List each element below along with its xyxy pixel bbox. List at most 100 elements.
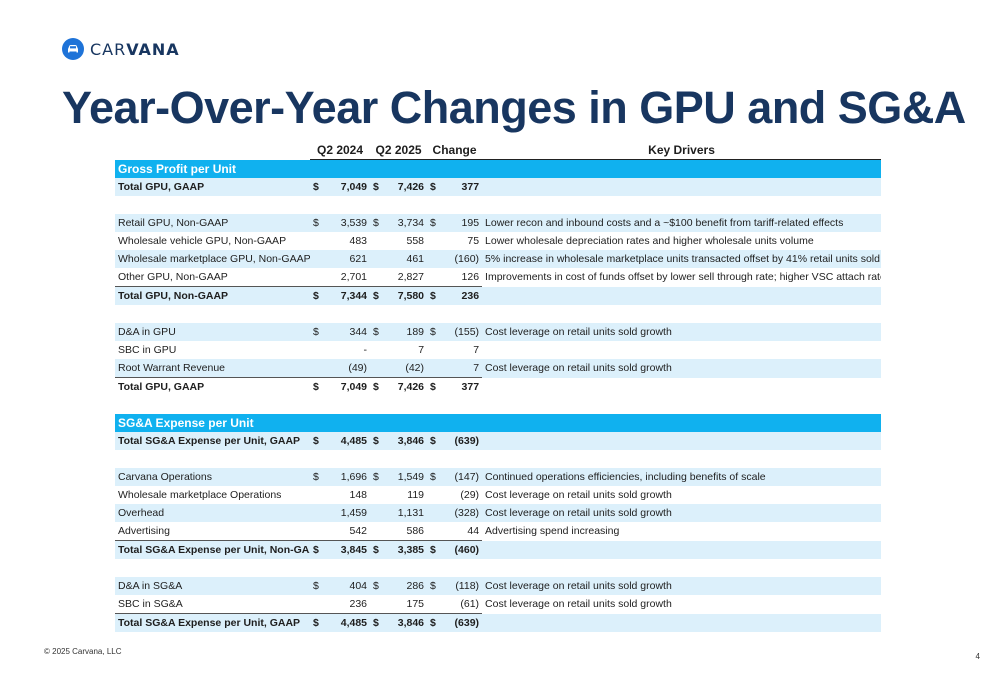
spacer-row	[115, 450, 881, 468]
car-icon	[62, 38, 84, 60]
q2-2024-currency: $	[310, 540, 325, 559]
row-label: Total SG&A Expense per Unit, GAAP	[115, 432, 310, 450]
table-row: Overhead 1,459 1,131 (328) Cost leverage on …	[115, 504, 881, 522]
q2-2024-currency	[310, 359, 325, 378]
q2-2025-value: 586	[406, 525, 425, 537]
key-driver: Cost leverage on retail units sold growt…	[485, 598, 672, 611]
q2-2024-value: 3,539	[325, 214, 371, 232]
q2-2025-value: 7,580	[385, 286, 428, 305]
q2-2025-value: 119	[407, 489, 425, 501]
change-currency	[427, 250, 443, 268]
row-label: Wholesale vehicle GPU, Non-GAAP	[118, 235, 287, 247]
q2-2025-value: 558	[406, 235, 425, 247]
key-driver: Cost leverage on retail units sold growt…	[482, 577, 881, 595]
q2-2024-value: 4,485	[325, 432, 371, 450]
key-driver: Cost leverage on retail units sold growt…	[485, 489, 672, 501]
table-row: Retail GPU, Non-GAAP $3,539 $3,734 $195 Lowe…	[115, 214, 881, 232]
q2-2024-currency	[310, 522, 325, 541]
q2-2025-currency	[370, 504, 386, 522]
row-label: SBC in GPU	[118, 344, 177, 356]
change-value: 377	[442, 178, 483, 196]
q2-2025-currency	[370, 250, 386, 268]
row-label: Overhead	[115, 504, 310, 522]
spacer-row	[115, 559, 881, 577]
change-currency: $	[427, 540, 443, 559]
q2-2025-value: 1,549	[385, 468, 428, 486]
gpu-sga-table: Q2 2024 Q2 2025 Change Key Drivers Gross…	[115, 141, 881, 632]
change-value: (639)	[442, 613, 483, 632]
q2-2025-currency: $	[370, 613, 386, 632]
q2-2024-value: 1,696	[325, 468, 371, 486]
q2-2024-value: 7,049	[325, 178, 371, 196]
q2-2025-value: 7,426	[385, 377, 428, 396]
table-row: D&A in SG&A $404 $286 $ (118) Cost leverage o…	[115, 577, 881, 595]
key-driver	[482, 341, 881, 359]
q2-2024-currency	[310, 504, 325, 522]
spacer-cell	[115, 559, 881, 577]
q2-2025-value: 189	[385, 323, 428, 341]
q2-2024-currency	[310, 250, 325, 268]
table-row: Carvana Operations $1,696 $1,549 $ (147) Cont…	[115, 468, 881, 486]
key-driver: 5% increase in wholesale marketplace uni…	[482, 250, 881, 268]
change-value: (160)	[442, 250, 483, 268]
q2-2025-currency	[370, 486, 385, 504]
section-header-row: Gross Profit per Unit	[115, 159, 881, 178]
q2-2025-currency: $	[370, 432, 386, 450]
q2-2025-currency: $	[370, 468, 386, 486]
q2-2024-currency	[310, 341, 325, 359]
q2-2025-value: 3,385	[385, 540, 428, 559]
q2-2024-value: (49)	[325, 359, 371, 378]
q2-2024-currency: $	[310, 214, 325, 232]
key-driver: Cost leverage on retail units sold growt…	[482, 323, 881, 341]
change-currency	[427, 486, 442, 504]
key-driver: Lower recon and inbound costs and a ~$10…	[482, 214, 881, 232]
q2-2025-currency: $	[370, 577, 386, 595]
change-value: 7	[442, 359, 483, 378]
spacer-cell	[115, 305, 881, 323]
header-q2-2024: Q2 2024	[310, 141, 371, 160]
row-label: Total SG&A Expense per Unit, Non-GAAP	[115, 540, 310, 559]
q2-2024-currency: $	[310, 323, 325, 341]
table-row: Wholesale vehicle GPU, Non-GAAP 483 558 75 L…	[115, 232, 881, 250]
header-category	[115, 141, 310, 160]
spacer-row	[115, 305, 881, 323]
key-driver	[482, 432, 881, 450]
change-currency	[427, 522, 442, 541]
change-value: (639)	[442, 432, 483, 450]
header-q2-2025: Q2 2025	[370, 141, 428, 160]
q2-2024-currency: $	[310, 613, 325, 632]
change-value: 195	[442, 214, 483, 232]
page-title: Year-Over-Year Changes in GPU and SG&A	[62, 82, 966, 133]
table-row: Root Warrant Revenue (49) (42) 7 Cost levera…	[115, 359, 881, 378]
change-currency: $	[427, 214, 443, 232]
q2-2025-currency: $	[370, 286, 386, 305]
change-value: 236	[442, 286, 483, 305]
q2-2024-value: 542	[349, 525, 368, 537]
q2-2025-currency	[370, 595, 385, 614]
q2-2025-currency: $	[370, 540, 386, 559]
key-driver: Lower wholesale depreciation rates and h…	[485, 235, 814, 247]
q2-2025-currency: $	[370, 214, 386, 232]
row-label: Retail GPU, Non-GAAP	[115, 214, 310, 232]
table-row: Wholesale marketplace Operations 148 119 (2…	[115, 486, 881, 504]
change-currency	[427, 504, 443, 522]
q2-2025-currency	[370, 268, 385, 287]
q2-2025-value: 1,131	[385, 504, 428, 522]
q2-2024-currency	[310, 232, 325, 250]
q2-2025-currency	[370, 232, 385, 250]
key-driver: Advertising spend increasing	[485, 525, 620, 538]
change-currency: $	[427, 613, 443, 632]
change-value: (61)	[460, 598, 480, 610]
total-row: Total GPU, GAAP $7,049 $7,426 $377	[115, 178, 881, 196]
change-value: (460)	[442, 540, 483, 559]
spacer-cell	[115, 450, 881, 468]
row-label: D&A in SG&A	[115, 577, 310, 595]
q2-2024-value: -	[363, 344, 368, 356]
change-currency: $	[427, 377, 443, 396]
q2-2024-value: 1,459	[325, 504, 371, 522]
key-driver	[482, 378, 881, 397]
copyright-footer: © 2025 Carvana, LLC	[44, 647, 122, 656]
logo-text: CARVANA	[90, 39, 180, 59]
page-number: 4	[975, 652, 980, 661]
change-currency: $	[427, 178, 443, 196]
